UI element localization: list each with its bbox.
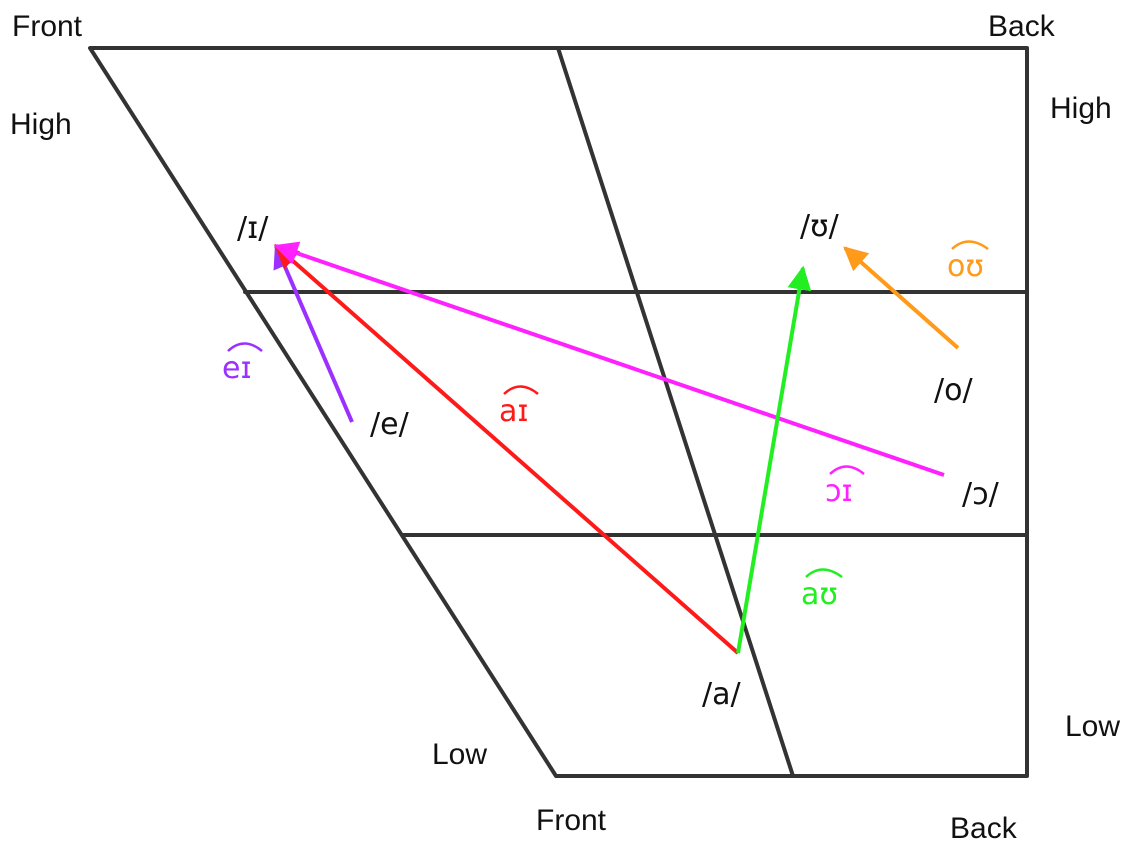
- high-right-label: High: [1050, 92, 1112, 125]
- low-right-label: Low: [1065, 710, 1120, 743]
- vowel-label-a: /a/: [702, 677, 741, 712]
- diphthong-ou-text: oʊ: [947, 249, 984, 284]
- diphthong-ei-text: eɪ: [222, 351, 252, 386]
- diphthong-label-ai: aɪ: [499, 385, 539, 429]
- vowel-label-open-o: /ɔ/: [962, 477, 1000, 512]
- diphthong-label-ei: eɪ: [222, 342, 263, 386]
- top-front-label: Front: [12, 10, 83, 43]
- central-divider-line: [556, 46, 795, 778]
- diphthong-label-au: aʊ: [801, 568, 843, 612]
- arrow-ai: [274, 244, 740, 655]
- diphthong-ai-text: aɪ: [499, 394, 529, 429]
- vowel-trapezoid-outline: [88, 46, 1029, 778]
- diphthong-label-ou: oʊ: [947, 240, 989, 284]
- bottom-back-label: Back: [950, 812, 1018, 845]
- vowel-label-e: /e/: [370, 407, 410, 442]
- high-left-label: High: [10, 108, 72, 141]
- arrow-oi: [273, 241, 945, 477]
- arrow-ei: [273, 243, 354, 423]
- low-left-label: Low: [432, 738, 487, 771]
- bottom-front-label: Front: [536, 804, 607, 837]
- top-back-label: Back: [988, 10, 1056, 43]
- vowel-label-u: /ʊ/: [800, 209, 840, 244]
- vowel-label-o: /o/: [934, 373, 973, 408]
- diphthong-oi-text: ɔɪ: [825, 474, 853, 509]
- vowel-label-i: /ɪ/: [237, 211, 269, 246]
- arrow-ou: [843, 246, 960, 350]
- diphthong-au-text: aʊ: [801, 577, 838, 612]
- diphthong-label-oi: ɔɪ: [825, 465, 865, 509]
- arrow-au: [736, 265, 812, 654]
